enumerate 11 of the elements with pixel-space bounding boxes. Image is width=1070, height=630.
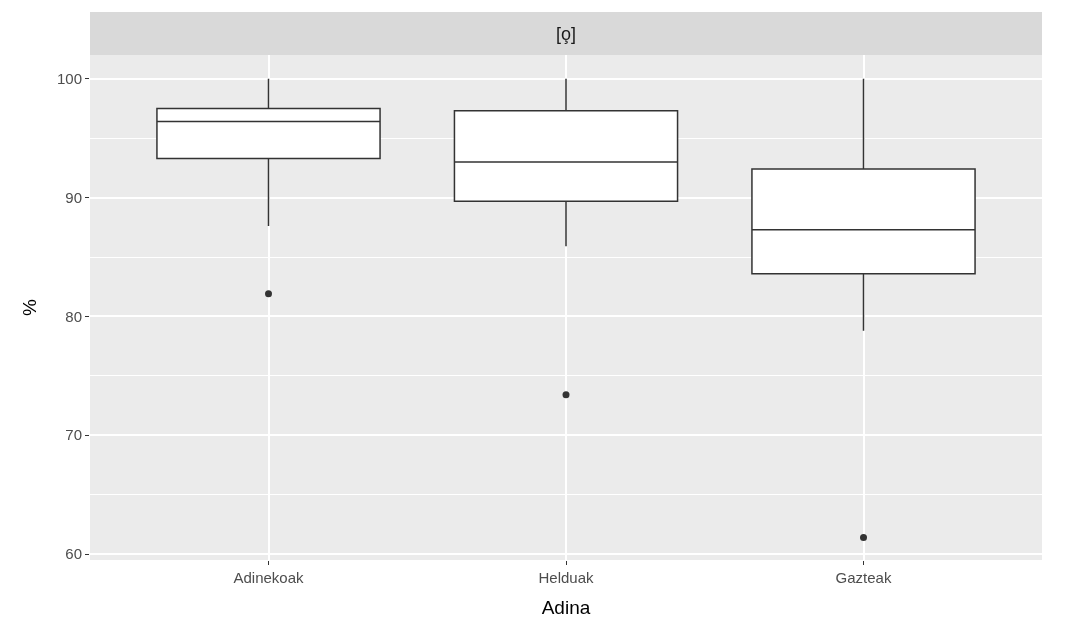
- chart-title: [o̧]: [556, 24, 577, 45]
- x-tick-label: Helduak: [538, 569, 595, 586]
- x-tick-label: Gazteak: [835, 569, 892, 586]
- x-axis-title: Adina: [541, 596, 591, 618]
- y-tick-label: 100: [56, 70, 82, 88]
- y-axis-title: %: [18, 298, 40, 316]
- x-tick-label: Adinekoak: [233, 569, 305, 586]
- y-tick-label: 70: [65, 426, 82, 444]
- y-tick-label: 90: [65, 188, 82, 206]
- y-tick-label: 80: [65, 307, 82, 325]
- y-tick-label: 60: [65, 545, 82, 563]
